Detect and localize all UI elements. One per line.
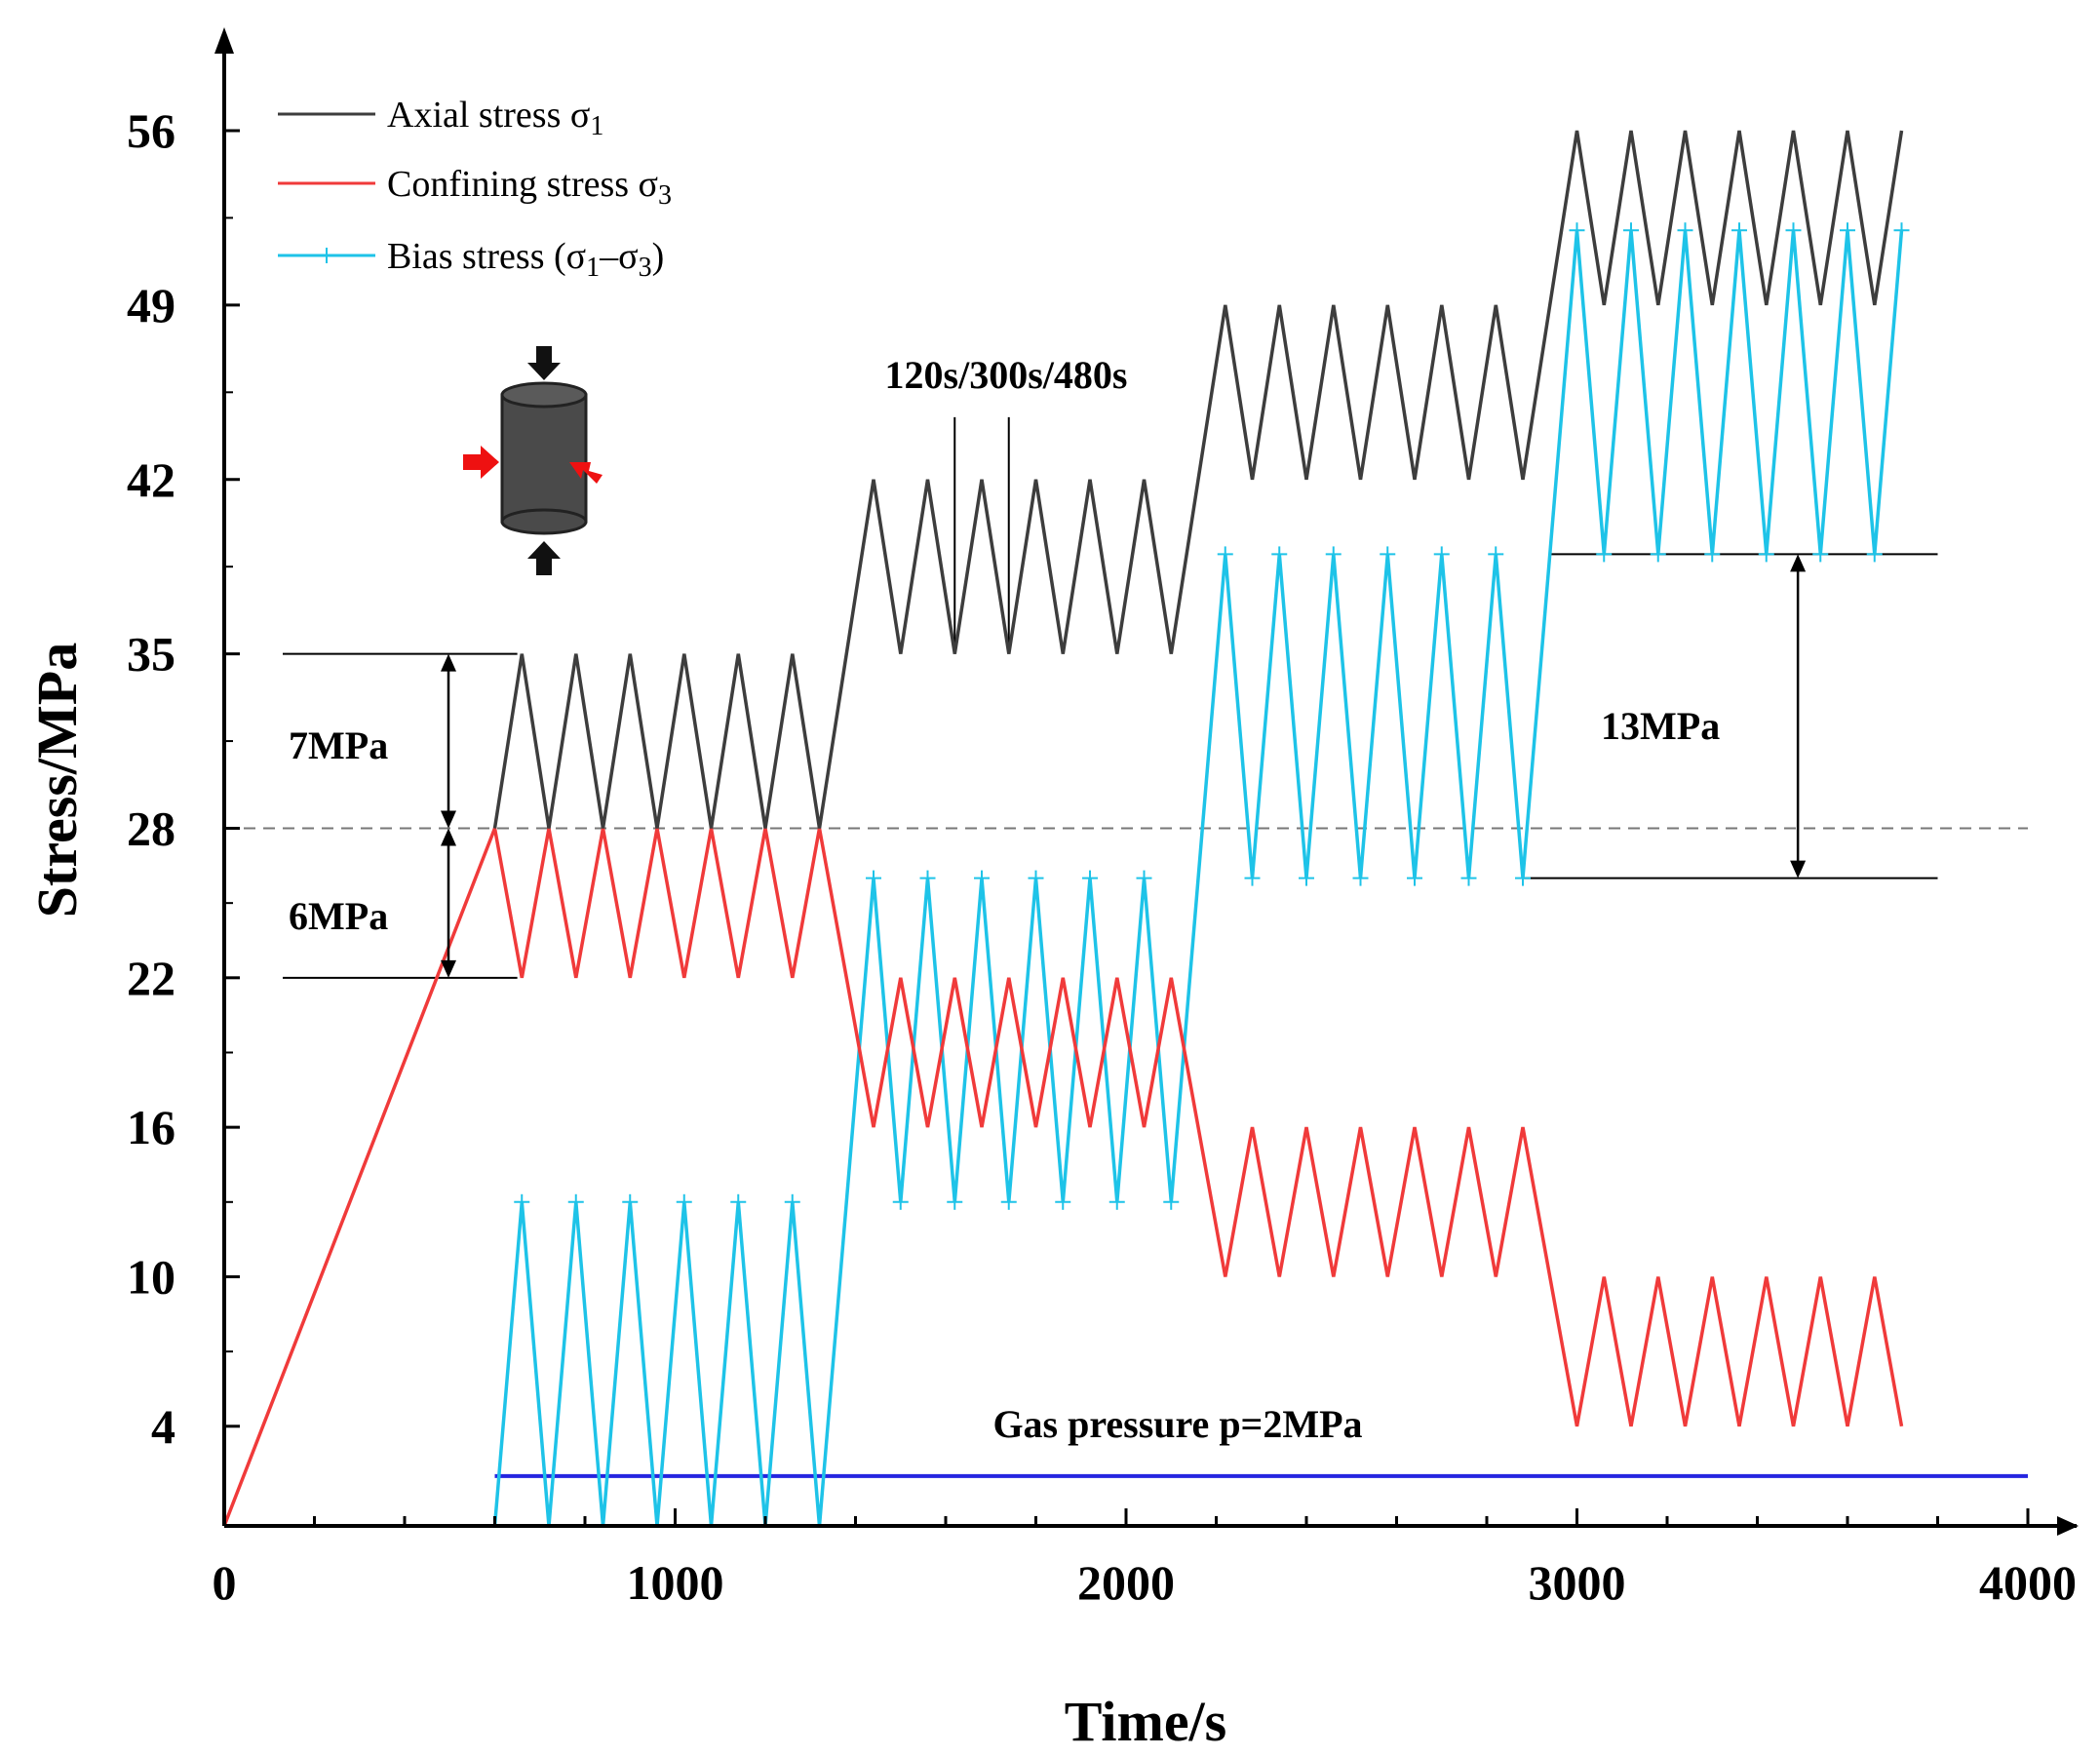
bias-stress-point bbox=[784, 1193, 800, 1210]
bias-stress-point bbox=[1433, 546, 1450, 563]
bias-stress-point bbox=[622, 1193, 639, 1210]
legend-label-confining: Confining stress σ3 bbox=[387, 164, 672, 211]
x-tick-label: 1000 bbox=[627, 1555, 724, 1610]
x-tick-label: 3000 bbox=[1529, 1555, 1626, 1610]
bias-stress-point bbox=[892, 1193, 909, 1210]
y-axis-title: Stress/MPa bbox=[25, 643, 89, 918]
y-tick-label: 42 bbox=[127, 452, 175, 507]
bias-stress-point bbox=[1055, 1193, 1071, 1210]
bias-stress-point bbox=[1082, 870, 1098, 886]
bias-stress-point bbox=[1325, 546, 1342, 563]
axial-stress-line bbox=[492, 130, 1904, 829]
bias-stress-point bbox=[1136, 870, 1152, 886]
y-tick-label: 56 bbox=[127, 103, 175, 158]
arrow-head-up-icon bbox=[1790, 554, 1807, 572]
bias-stress-point bbox=[1785, 222, 1802, 239]
bias-stress-point bbox=[1163, 1193, 1180, 1210]
bias-stress-point bbox=[1731, 222, 1747, 239]
annotation-gas-pressure: Gas pressure p=2MPa bbox=[992, 1402, 1362, 1446]
y-tick-label: 10 bbox=[127, 1249, 175, 1304]
bias-stress-point bbox=[1569, 222, 1585, 239]
top-load-arrow-icon bbox=[527, 346, 561, 380]
y-axis-ticks: 4 10 16 22 28 35 42 49 56 bbox=[127, 103, 240, 1454]
left-confining-arrow-icon bbox=[463, 446, 499, 479]
x-tick-label: 4000 bbox=[1979, 1555, 2077, 1610]
bias-stress-point bbox=[866, 870, 881, 886]
bias-stress-point bbox=[974, 870, 990, 886]
bias-stress-point bbox=[1028, 870, 1044, 886]
annotation-6mpa: 6MPa bbox=[289, 894, 388, 938]
bias-stress-point bbox=[1866, 546, 1883, 563]
x-axis-title: Time/s bbox=[1065, 1690, 1227, 1753]
series-confining-stress bbox=[222, 822, 1904, 1527]
bias-stress-point bbox=[1677, 222, 1693, 239]
arrow-head-down-icon bbox=[1790, 860, 1807, 878]
bias-stress-point bbox=[1352, 870, 1369, 886]
bias-stress-point bbox=[1893, 222, 1910, 239]
y-tick-label: 49 bbox=[127, 278, 175, 332]
bias-stress-point bbox=[567, 1193, 584, 1210]
annotation-13mpa: 13MPa bbox=[1601, 704, 1720, 748]
bias-stress-point bbox=[1244, 870, 1261, 886]
y-axis-arrow-icon bbox=[214, 27, 234, 54]
arrow-head-up-icon bbox=[441, 828, 456, 846]
x-tick-label: 0 bbox=[213, 1555, 237, 1610]
annotation-arrows bbox=[441, 554, 1807, 978]
arrow-head-down-icon bbox=[441, 810, 456, 829]
bias-stress-point bbox=[1000, 1193, 1017, 1210]
bias-stress-point bbox=[1758, 546, 1774, 563]
bias-stress-point bbox=[1623, 222, 1639, 239]
bias-stress-point bbox=[1299, 870, 1314, 886]
annotation-7mpa: 7MPa bbox=[289, 723, 388, 767]
bias-stress-point bbox=[1596, 546, 1613, 563]
specimen-cylinder-icon bbox=[463, 346, 603, 575]
arrow-6mpa bbox=[441, 828, 456, 978]
bias-stress-point bbox=[1840, 222, 1855, 239]
bias-stress-point bbox=[676, 1193, 692, 1210]
bias-stress-point bbox=[1704, 546, 1721, 563]
right-confining-arrow-icon bbox=[569, 462, 603, 484]
bias-stress-point bbox=[1108, 1193, 1125, 1210]
y-tick-label: 35 bbox=[127, 627, 175, 682]
confining-stress-line bbox=[222, 822, 1904, 1527]
arrow-13mpa bbox=[1790, 554, 1807, 878]
bias-stress-point bbox=[1217, 546, 1233, 563]
arrow-7mpa bbox=[441, 653, 456, 829]
legend-label-axial: Axial stress σ1 bbox=[387, 95, 603, 141]
y-tick-label: 22 bbox=[127, 951, 175, 1005]
bias-stress-point bbox=[947, 1193, 963, 1210]
bias-stress-point bbox=[1380, 546, 1396, 563]
bias-stress-point bbox=[1407, 870, 1422, 886]
bias-stress-line bbox=[492, 230, 1904, 1527]
y-tick-label: 16 bbox=[127, 1100, 175, 1154]
bias-stress-point bbox=[1650, 546, 1666, 563]
arrow-head-up-icon bbox=[441, 653, 456, 672]
bias-stress-point bbox=[919, 870, 936, 886]
y-tick-label: 28 bbox=[127, 801, 175, 856]
bias-stress-point bbox=[1271, 546, 1288, 563]
x-axis-arrow-icon bbox=[2057, 1516, 2079, 1536]
bias-stress-point bbox=[1460, 870, 1477, 886]
series-bias-stress bbox=[492, 222, 1910, 1527]
bias-stress-point bbox=[730, 1193, 747, 1210]
bias-stress-point bbox=[1812, 546, 1829, 563]
arrow-head-down-icon bbox=[441, 959, 456, 978]
x-tick-label: 2000 bbox=[1077, 1555, 1175, 1610]
x-axis-ticks: 0 1000 2000 3000 4000 bbox=[213, 1508, 2077, 1610]
annotation-cycle-times: 120s/300s/480s bbox=[885, 353, 1128, 397]
series-axial-stress bbox=[492, 130, 1904, 829]
legend: Axial stress σ1 Confining stress σ3 Bias… bbox=[278, 95, 672, 283]
bottom-load-arrow-icon bbox=[527, 541, 561, 575]
legend-label-bias: Bias stress (σ1–σ3) bbox=[387, 236, 664, 283]
y-tick-label: 4 bbox=[151, 1399, 175, 1454]
bias-stress-point bbox=[1515, 870, 1531, 886]
bias-stress-point bbox=[514, 1193, 530, 1210]
bias-stress-point bbox=[1488, 546, 1504, 563]
